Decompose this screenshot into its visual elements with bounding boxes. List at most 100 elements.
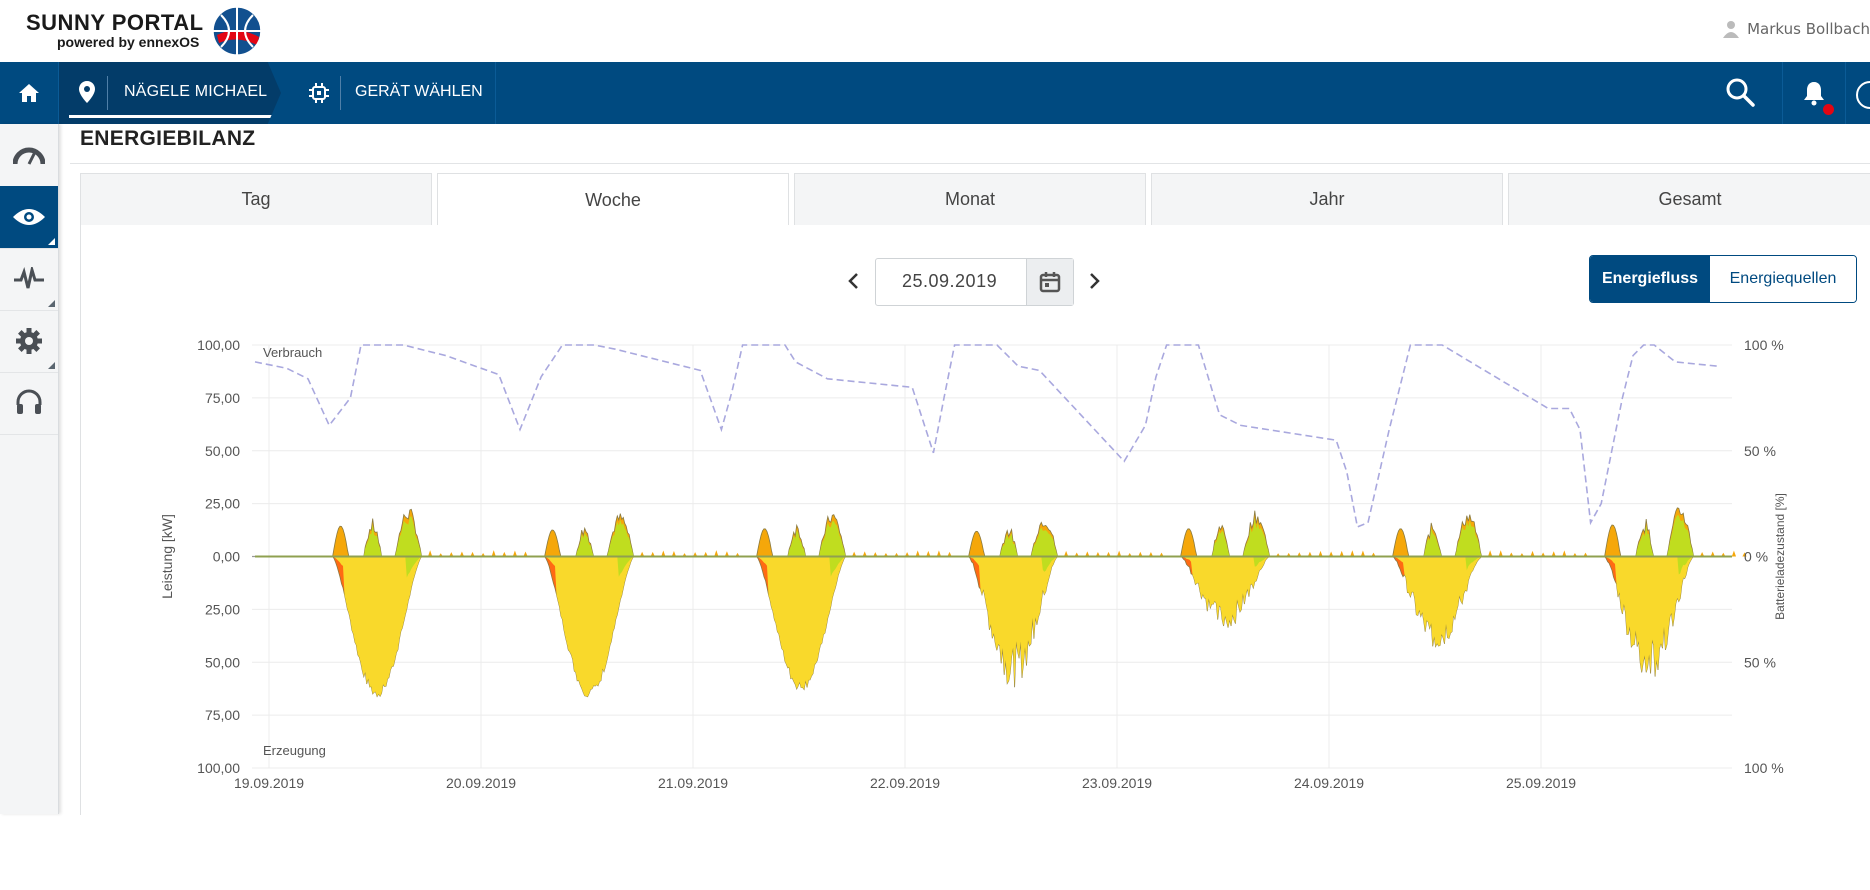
night-consumption-spike (470, 551, 475, 557)
chart-axes: 100,00 75,00 50,00 25,00 0,00 25,00 50,00 75,00… (159, 337, 1787, 791)
search-icon[interactable] (1725, 77, 1755, 107)
night-consumption-spike (523, 551, 528, 557)
night-consumption-spike (1562, 550, 1567, 557)
battery-area-24.09.2019 (1392, 520, 1482, 557)
device-select-label: GERÄT WÄHLEN (355, 83, 483, 100)
battery-discharge-area-22.09.2019 (968, 556, 1058, 572)
sma-globe-logo-icon[interactable] (211, 5, 263, 57)
battery-discharge-area-20.09.2019 (544, 556, 634, 577)
night-consumption-spike (693, 552, 698, 557)
chevron-right-icon[interactable] (1089, 272, 1101, 290)
gear-icon (16, 328, 42, 354)
more-icon[interactable] (1856, 81, 1870, 109)
tab-week[interactable]: Woche (437, 173, 789, 227)
y-tick-label: 50,00 (205, 654, 240, 670)
breadcrumb-plant[interactable]: NÄGELE MICHAEL (59, 62, 281, 124)
pv-direct-area-21.09.2019 (756, 556, 846, 690)
notifications-button[interactable] (1782, 62, 1846, 124)
energiefluss-button[interactable]: Energiefluss (1590, 256, 1710, 302)
night-consumption-spike (724, 551, 730, 557)
night-consumption-spike (1551, 551, 1556, 557)
y-tick-label: 25,00 (205, 496, 240, 512)
chart-areas (255, 507, 1747, 698)
view-toggle: Energiefluss Energiequellen (1589, 255, 1857, 303)
battery-area-21.09.2019 (756, 521, 846, 557)
tab-month[interactable]: Monat (794, 173, 1146, 226)
night-consumption-spike (1742, 552, 1747, 557)
night-consumption-spike (1541, 552, 1546, 557)
y2-tick-label: 0 % (1744, 549, 1768, 565)
tab-year[interactable]: Jahr (1151, 173, 1503, 226)
night-consumption-spike (1064, 550, 1069, 557)
y-tick-label: 100,00 (197, 760, 240, 776)
calendar-icon (1039, 272, 1061, 293)
x-tick-label: 19.09.2019 (234, 775, 304, 791)
y-tick-label: 0,00 (213, 549, 240, 565)
night-consumption-spike (650, 551, 655, 557)
calendar-button[interactable] (1026, 259, 1073, 305)
y-tick-label: 75,00 (205, 390, 240, 406)
night-consumption-spike (703, 551, 708, 557)
night-consumption-spike (1318, 550, 1323, 557)
sidebar-item-monitoring[interactable] (0, 186, 58, 249)
page-title: ENERGIEBILANZ (80, 127, 256, 150)
home-button[interactable] (0, 62, 59, 124)
sidebar (0, 124, 59, 814)
pv-direct-area-22.09.2019 (968, 556, 1058, 688)
y2-axis-label: Batterieladezustand [%] (1773, 493, 1787, 620)
tab-total[interactable]: Gesamt (1508, 173, 1870, 226)
battery-soc-line (254, 344, 1718, 528)
breadcrumb-device[interactable]: GERÄT WÄHLEN (290, 62, 496, 124)
sidebar-item-analysis[interactable] (0, 248, 58, 311)
x-tick-label: 24.09.2019 (1294, 775, 1364, 791)
user-name: Markus Bollbach (1747, 20, 1870, 38)
date-picker[interactable]: 25.09.2019 (875, 258, 1074, 306)
location-pin-icon (79, 81, 95, 103)
night-consumption-spike (1360, 550, 1366, 557)
pv-direct-area-19.09.2019 (332, 556, 422, 697)
night-consumption-spike (1106, 551, 1111, 557)
energiequellen-button[interactable]: Energiequellen (1710, 256, 1856, 302)
chart-soc-line (254, 344, 1718, 528)
period-tabs: Tag Woche Monat Jahr Gesamt (80, 173, 1870, 227)
night-consumption-spike (1095, 551, 1101, 557)
tab-day[interactable]: Tag (80, 173, 432, 226)
night-consumption-spike (1509, 552, 1514, 557)
logo-subtitle: powered by ennexOS (57, 34, 200, 50)
submenu-indicator (48, 300, 55, 307)
night-consumption-spike (1488, 550, 1493, 557)
night-consumption-spike (862, 551, 867, 557)
sidebar-item-support[interactable] (0, 372, 58, 435)
battery-discharge-area-21.09.2019 (756, 556, 846, 577)
generation-label: Erzeugung (263, 743, 326, 758)
night-consumption-spike (1117, 550, 1122, 557)
night-consumption-spike (1329, 551, 1334, 557)
date-input-value[interactable]: 25.09.2019 (902, 271, 998, 291)
night-consumption-spike (1498, 550, 1503, 557)
pulse-icon (14, 267, 44, 289)
night-consumption-spike (1350, 550, 1355, 557)
night-consumption-spike (459, 551, 465, 557)
battery-discharge-area-24.09.2019 (1392, 556, 1482, 571)
x-tick-label: 22.09.2019 (870, 775, 940, 791)
logo-title[interactable]: SUNNY PORTAL (26, 10, 204, 35)
night-consumption-spike (915, 550, 920, 557)
active-underline (69, 115, 281, 118)
night-consumption-spike (1138, 551, 1143, 557)
user-menu[interactable]: Markus Bollbach (1723, 20, 1870, 38)
consumption-label: Verbrauch (263, 345, 322, 360)
night-consumption-spike (449, 552, 454, 557)
y-axis-label: Leistung [kW] (159, 514, 175, 599)
y2-tick-label: 100 % (1744, 760, 1784, 776)
main-navigation: NÄGELE MICHAEL GERÄT WÄHLEN (0, 62, 1870, 124)
battery-area-20.09.2019 (544, 520, 634, 557)
night-consumption-spike (1530, 550, 1535, 557)
sidebar-item-settings[interactable] (0, 310, 58, 373)
device-chip-icon (309, 83, 329, 103)
x-tick-label: 25.09.2019 (1506, 775, 1576, 791)
sidebar-item-dashboard[interactable] (0, 124, 58, 187)
night-consumption-spike (852, 551, 857, 557)
x-tick-label: 20.09.2019 (446, 775, 516, 791)
chevron-left-icon[interactable] (847, 272, 859, 290)
pv-direct-area-23.09.2019 (1180, 556, 1270, 628)
